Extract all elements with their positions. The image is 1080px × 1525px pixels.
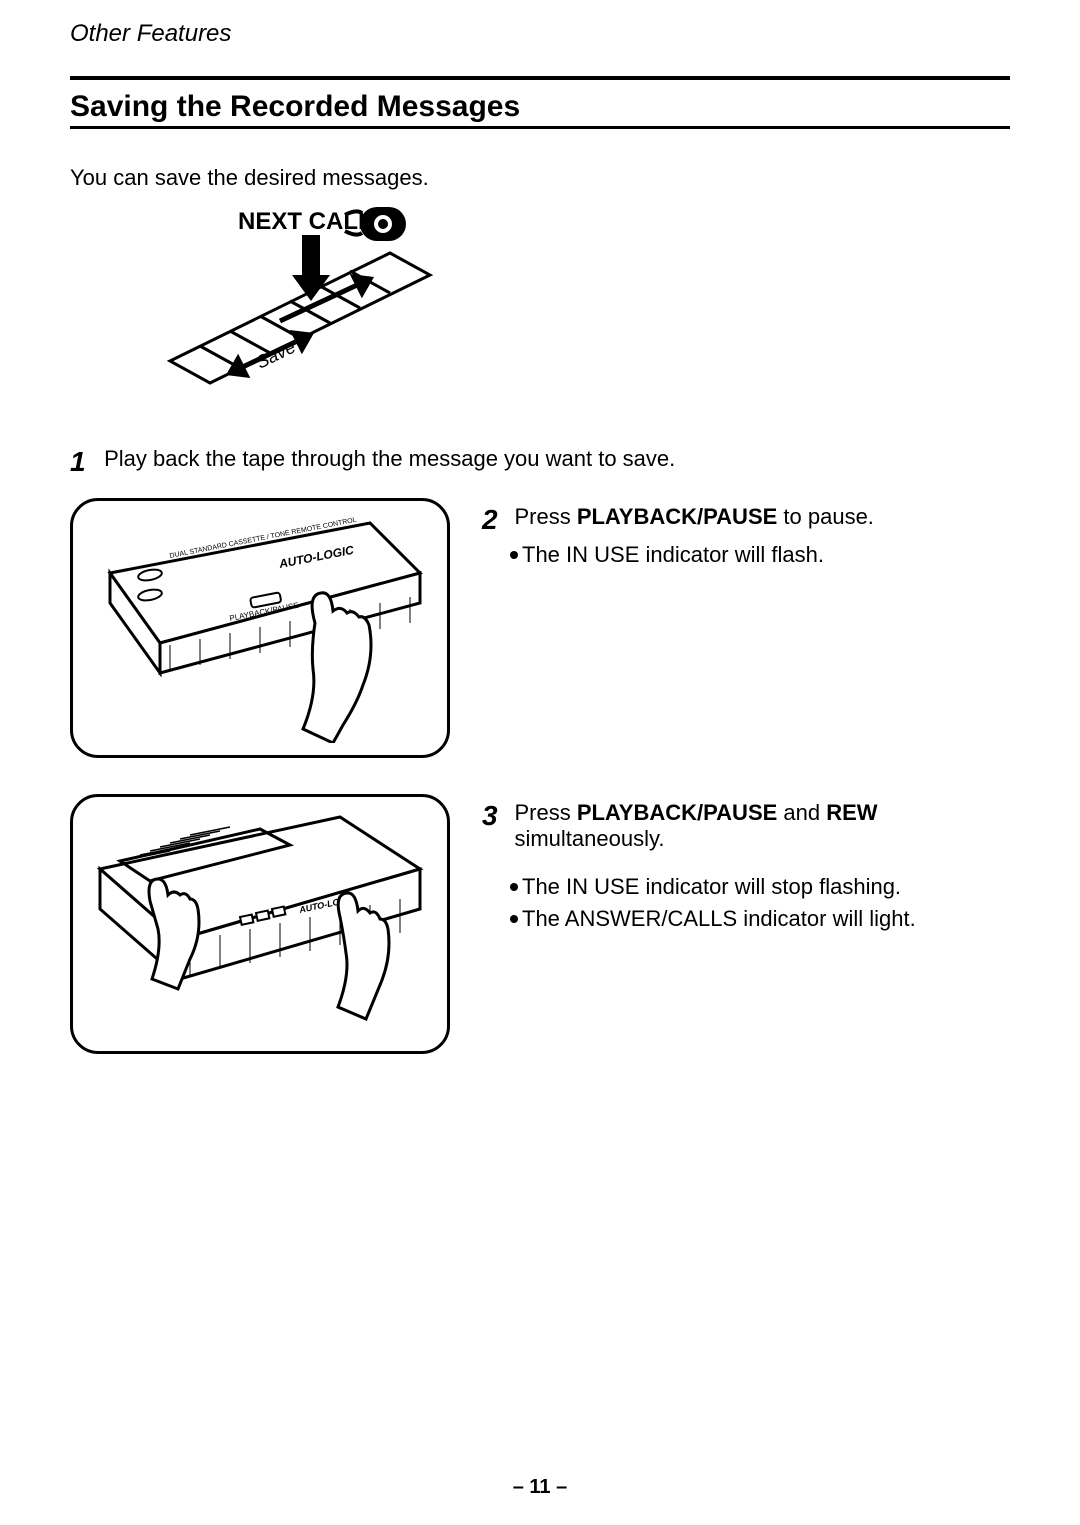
step-2: 2 Press PLAYBACK/PAUSE to pause. The IN … [482, 498, 1010, 774]
step-text: Press PLAYBACK/PAUSE to pause. [514, 504, 873, 530]
title-underline [70, 126, 1010, 129]
tape-save-diagram: NEXT CALL Save [130, 201, 1010, 406]
top-rule [70, 76, 1010, 80]
step-3-row: AUTO-LOGIC 3 Press PLAYBACK/PAUSE and RE… [70, 794, 1010, 1070]
illustration-press-playback-rew: AUTO-LOGIC [70, 794, 450, 1054]
step-bullet: The ANSWER/CALLS indicator will light. [510, 906, 1010, 932]
step-1: 1 Play back the tape through the message… [70, 446, 1010, 478]
step-number: 1 [70, 446, 98, 478]
header-label: Other Features [70, 20, 1010, 48]
step-bullet: The IN USE indicator will stop flashing. [510, 874, 1010, 900]
bullet-icon [510, 883, 518, 891]
step-bullet: The IN USE indicator will flash. [510, 542, 1010, 568]
page-number: – 11 – [0, 1476, 1080, 1499]
step-number: 3 [482, 800, 510, 832]
bullet-icon [510, 551, 518, 559]
step-text: Play back the tape through the message y… [104, 446, 675, 472]
step-text: Press PLAYBACK/PAUSE and REW simultaneou… [514, 800, 877, 852]
step-3: 3 Press PLAYBACK/PAUSE and REW simultane… [482, 794, 1010, 1070]
step-2-row: DUAL STANDARD CASSETTE / TONE REMOTE CON… [70, 498, 1010, 774]
section-title: Saving the Recorded Messages [70, 90, 1010, 124]
step-number: 2 [482, 504, 510, 536]
intro-text: You can save the desired messages. [70, 165, 1010, 191]
next-call-label: NEXT CALL [238, 208, 373, 235]
illustration-press-playback: DUAL STANDARD CASSETTE / TONE REMOTE CON… [70, 498, 450, 758]
bullet-icon [510, 915, 518, 923]
